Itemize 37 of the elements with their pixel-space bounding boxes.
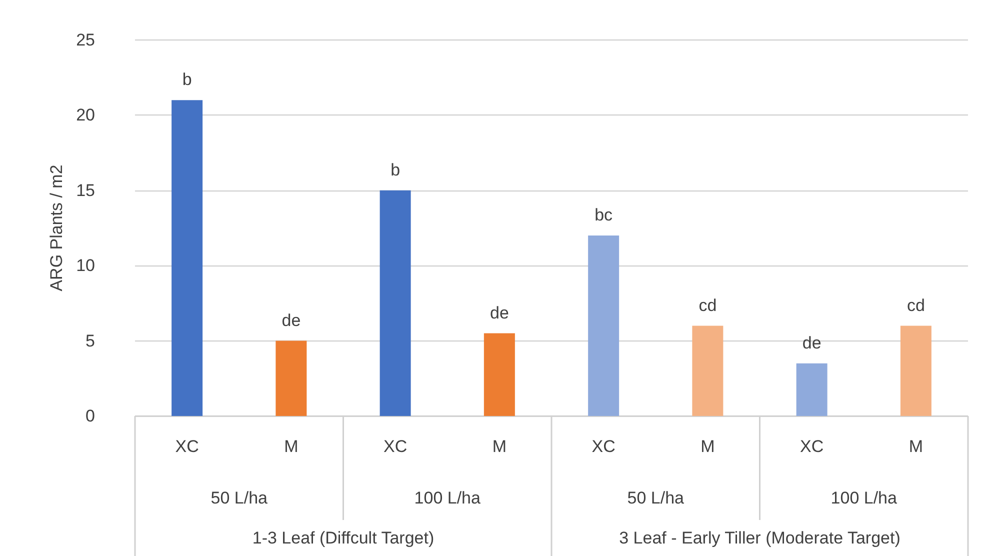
bar: [692, 326, 724, 416]
y-tick-label: 25: [76, 30, 95, 50]
x-tick-label: M: [908, 437, 924, 456]
y-tick-label: 0: [86, 406, 95, 426]
data-label: bc: [594, 206, 614, 225]
data-label: de: [490, 303, 509, 322]
text: 3 Leaf - Early Tiller (Moderate Target): [619, 528, 900, 548]
text: 50 L/ha: [210, 488, 268, 508]
data-label: cd: [906, 296, 925, 315]
text: 50 L/ha: [627, 488, 685, 508]
bar: [796, 363, 828, 416]
x-tick-label: XC: [384, 437, 408, 456]
x-tick-label: XC: [592, 437, 616, 456]
y-axis-title: ARG Plants / m2: [47, 164, 66, 292]
bar: [380, 190, 411, 416]
text: 100 L/ha: [830, 488, 898, 508]
data-label: de: [282, 310, 301, 330]
x-tick-label: M: [492, 437, 507, 456]
data-label: b: [182, 70, 192, 90]
x-tick-label: XC: [175, 437, 199, 456]
bar: [588, 236, 620, 416]
data-label: cd: [698, 296, 717, 315]
x-tick-label: M: [700, 437, 715, 456]
y-tick-label: 10: [76, 256, 95, 276]
bar: [172, 100, 203, 416]
x-tick-label: M: [284, 437, 298, 456]
bar: [484, 333, 515, 416]
bar: [276, 340, 307, 416]
text: 100 L/ha: [414, 488, 481, 508]
text: 1-3 Leaf (Diffcult Target): [252, 528, 434, 548]
data-label: b: [390, 160, 400, 180]
y-tick-label: 15: [76, 180, 95, 200]
data-label: de: [802, 333, 822, 352]
y-tick-label: 5: [86, 331, 95, 350]
x-tick-label: XC: [800, 437, 824, 456]
bar: [900, 326, 932, 416]
y-tick-label: 20: [76, 106, 95, 125]
